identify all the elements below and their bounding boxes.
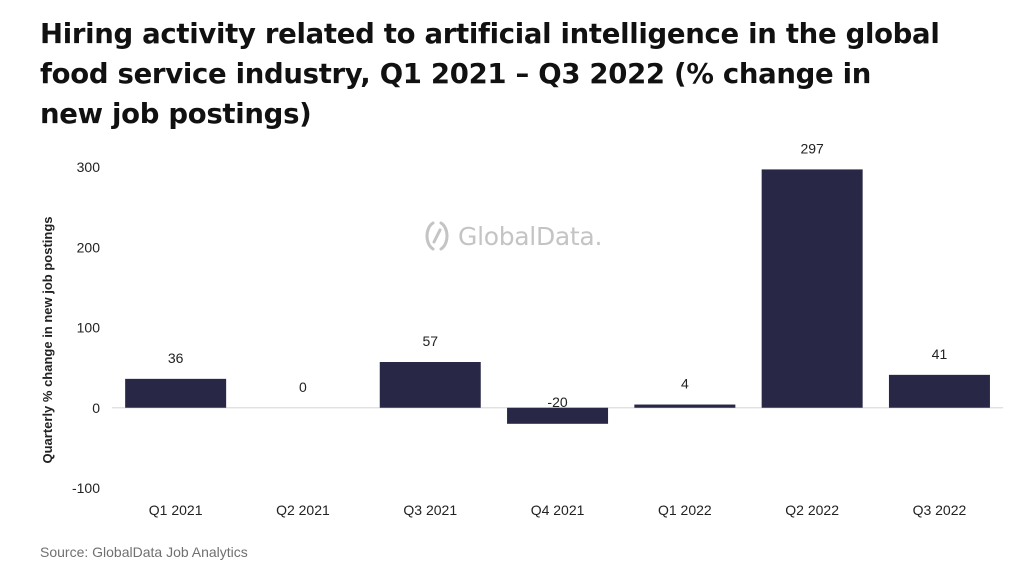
globaldata-watermark: GlobalData.	[422, 216, 602, 256]
bar-q2-2022	[761, 169, 863, 408]
globaldata-logo-icon	[422, 220, 452, 252]
x-tick-label: Q3 2022	[913, 502, 967, 518]
x-tick-label: Q1 2022	[658, 502, 712, 518]
source-note: Source: GlobalData Job Analytics	[40, 544, 248, 560]
data-label: 0	[299, 379, 307, 395]
data-label: -20	[547, 394, 567, 410]
data-label: 41	[932, 346, 948, 362]
watermark-text: GlobalData.	[458, 221, 603, 251]
x-tick-label: Q3 2021	[403, 502, 457, 518]
bar-q3-2022	[888, 374, 990, 408]
x-tick-label: Q1 2021	[149, 502, 203, 518]
x-tick-label: Q2 2021	[276, 502, 330, 518]
x-axis-ticks: Q1 2021 Q2 2021 Q3 2021 Q4 2021 Q1 2022 Q2 20…	[149, 502, 967, 518]
bar-q1-2022	[634, 404, 736, 408]
bars	[125, 169, 990, 424]
chart-title: Hiring activity related to artificial in…	[40, 18, 940, 130]
y-axis-ticks: -100 0 100 200 300	[72, 159, 100, 496]
y-tick-label: 100	[77, 320, 101, 336]
x-tick-label: Q2 2022	[785, 502, 839, 518]
data-labels: 36 0 57 -20 4 297 41	[168, 140, 948, 409]
y-tick-label: 200	[77, 239, 101, 255]
bar-q1-2021	[125, 378, 227, 408]
data-label: 297	[800, 140, 824, 156]
x-tick-label: Q4 2021	[531, 502, 585, 518]
data-label: 4	[681, 376, 689, 392]
y-tick-label: 0	[92, 400, 100, 416]
y-tick-label: -100	[72, 480, 100, 496]
data-label: 57	[422, 333, 438, 349]
data-label: 36	[168, 350, 184, 366]
y-axis-title: Quarterly % change in new job postings	[40, 216, 55, 463]
y-tick-label: 300	[77, 159, 101, 175]
bar-q3-2021	[379, 362, 481, 408]
bar-q4-2021	[507, 407, 609, 424]
